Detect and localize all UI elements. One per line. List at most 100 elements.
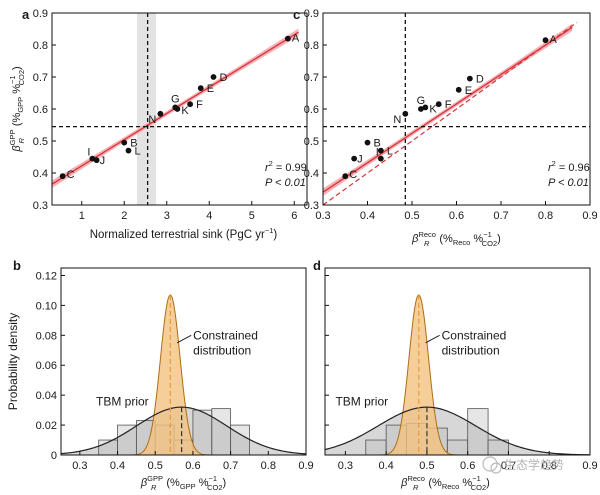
x-tick-label: 0.8 [538, 210, 553, 222]
y-axis-label-beta: β [11, 145, 23, 153]
data-point-D [210, 74, 217, 80]
y-axis-label-unit: (% [11, 112, 23, 126]
x-tick-label: 0.5 [404, 210, 419, 222]
data-point-G [172, 104, 179, 111]
x-tick-label: 0.9 [298, 460, 313, 472]
histogram-bar [211, 408, 232, 456]
x-tick-label: 0.6 [185, 460, 200, 472]
y-tick-label: 0.08 [36, 330, 57, 342]
point-label-A: A [292, 33, 300, 45]
plot-frame [324, 267, 591, 456]
y-axis-label-unit-sub2: CO2 [17, 70, 26, 85]
x-axis-label-unit-sub: GPP [180, 482, 196, 491]
x-axis-label-unit-sub2: CO2 [207, 483, 222, 492]
x-tick-label: 0.3 [315, 210, 330, 222]
x-tick-label: 0.4 [379, 460, 394, 472]
r2-stat: r2 = 0.99 [265, 159, 307, 174]
uncertainty-band [137, 13, 157, 205]
x-axis-label-sub: R [151, 483, 157, 492]
point-label-G: G [417, 95, 426, 107]
x-axis-label-sub: R [424, 239, 430, 248]
data-point-I [377, 155, 384, 162]
x-tick-label: 6 [291, 210, 297, 222]
y-tick-label: 0.02 [36, 420, 57, 432]
data-point-N [157, 110, 164, 117]
data-point-K [422, 104, 429, 111]
constrained-label-2: distribution [193, 343, 251, 357]
data-point-A [542, 37, 549, 44]
y-axis-label-close: ) [11, 66, 23, 70]
x-axis-label-sup: GPP [147, 474, 163, 483]
r2-stat: r2 = 0.96 [548, 159, 590, 174]
point-label-E: E [207, 83, 214, 95]
x-tick-label: 0.4 [110, 460, 125, 472]
r2-exponent: 2 [269, 159, 273, 168]
x-axis-label: βReco R (%Reco %−1 CO2) [400, 474, 490, 492]
r2-symbol: r [548, 162, 553, 174]
p-value: P < 0.01 [265, 177, 306, 189]
data-point-E [455, 86, 462, 93]
point-label-N: N [393, 114, 401, 126]
x-tick-label: 0.8 [261, 460, 276, 472]
point-label-F: F [196, 99, 203, 111]
y-tick-label: 0.7 [304, 72, 319, 84]
y-axis-label-sup: GPP [8, 130, 17, 146]
x-axis-label-beta: β [400, 477, 408, 489]
point-label-N: N [148, 114, 156, 126]
x-axis-label-close: ) [497, 233, 501, 245]
data-point-C [59, 173, 66, 180]
y-tick-label: 0.5 [304, 136, 319, 148]
x-axis-label-unit-mid: % [470, 233, 483, 245]
x-axis-label-sub: R [413, 483, 419, 492]
r2-value: = 0.96 [556, 162, 590, 174]
constrained-label-1: Constrained [442, 328, 507, 342]
x-axis-label-close: ) [223, 477, 227, 489]
y-tick-label: 0.3 [33, 200, 48, 212]
y-tick-label: 0.5 [33, 136, 48, 148]
x-axis-label-unit-sup: −1 [209, 474, 218, 483]
x-axis-label-beta: β [411, 233, 419, 245]
x-axis-label-unit-sub2: CO2 [482, 239, 497, 248]
point-label-G: G [171, 93, 180, 105]
wechat-icon-inner [490, 462, 502, 474]
point-label-C: C [349, 169, 357, 181]
constrained-label-1: Constrained [193, 328, 258, 342]
watermark-text: 生态学趋势 [504, 457, 564, 472]
fit-line [322, 26, 573, 193]
data-point-J [351, 155, 358, 162]
x-axis-label-unit: (% [166, 477, 180, 489]
data-point-C [342, 173, 349, 180]
y-axis-label: βGPPR(%GPP %−1CO2) [8, 66, 26, 152]
histogram-bar [365, 439, 387, 456]
x-axis-label-sup: Reco [407, 474, 425, 483]
point-label-D: D [220, 72, 228, 84]
data-point-N [402, 110, 409, 117]
x-tick-label: 5 [249, 210, 255, 222]
data-point-B [364, 139, 371, 146]
y-tick-label: 0.04 [36, 390, 57, 402]
point-label-B: B [130, 138, 137, 150]
x-tick-label: 0.5 [419, 460, 434, 472]
point-label-E: E [465, 85, 472, 97]
point-label-K: K [181, 105, 189, 117]
x-axis-label-close: ) [486, 477, 490, 489]
prior-distribution-fill [325, 407, 590, 455]
constrained-annotation-leader [176, 334, 192, 344]
x-tick-label: 0.9 [582, 210, 597, 222]
point-label-K: K [429, 103, 437, 115]
x-axis-label: Normalized terrestrial sink (PgC yr−1) [90, 226, 278, 241]
point-label-C: C [67, 169, 75, 181]
point-label-I: I [87, 147, 90, 159]
point-label-A: A [550, 34, 558, 46]
x-tick-label: 4 [206, 210, 212, 222]
prior-label: TBM prior [96, 395, 149, 409]
watermark: 生态学趋势 [482, 456, 564, 474]
r2-exponent: 2 [552, 159, 556, 168]
data-point-A [284, 35, 291, 42]
y-tick-label: 0.3 [304, 200, 319, 212]
r2-value: = 0.99 [273, 162, 307, 174]
point-label-J: J [357, 154, 363, 166]
y-tick-label: 0.10 [36, 300, 57, 312]
